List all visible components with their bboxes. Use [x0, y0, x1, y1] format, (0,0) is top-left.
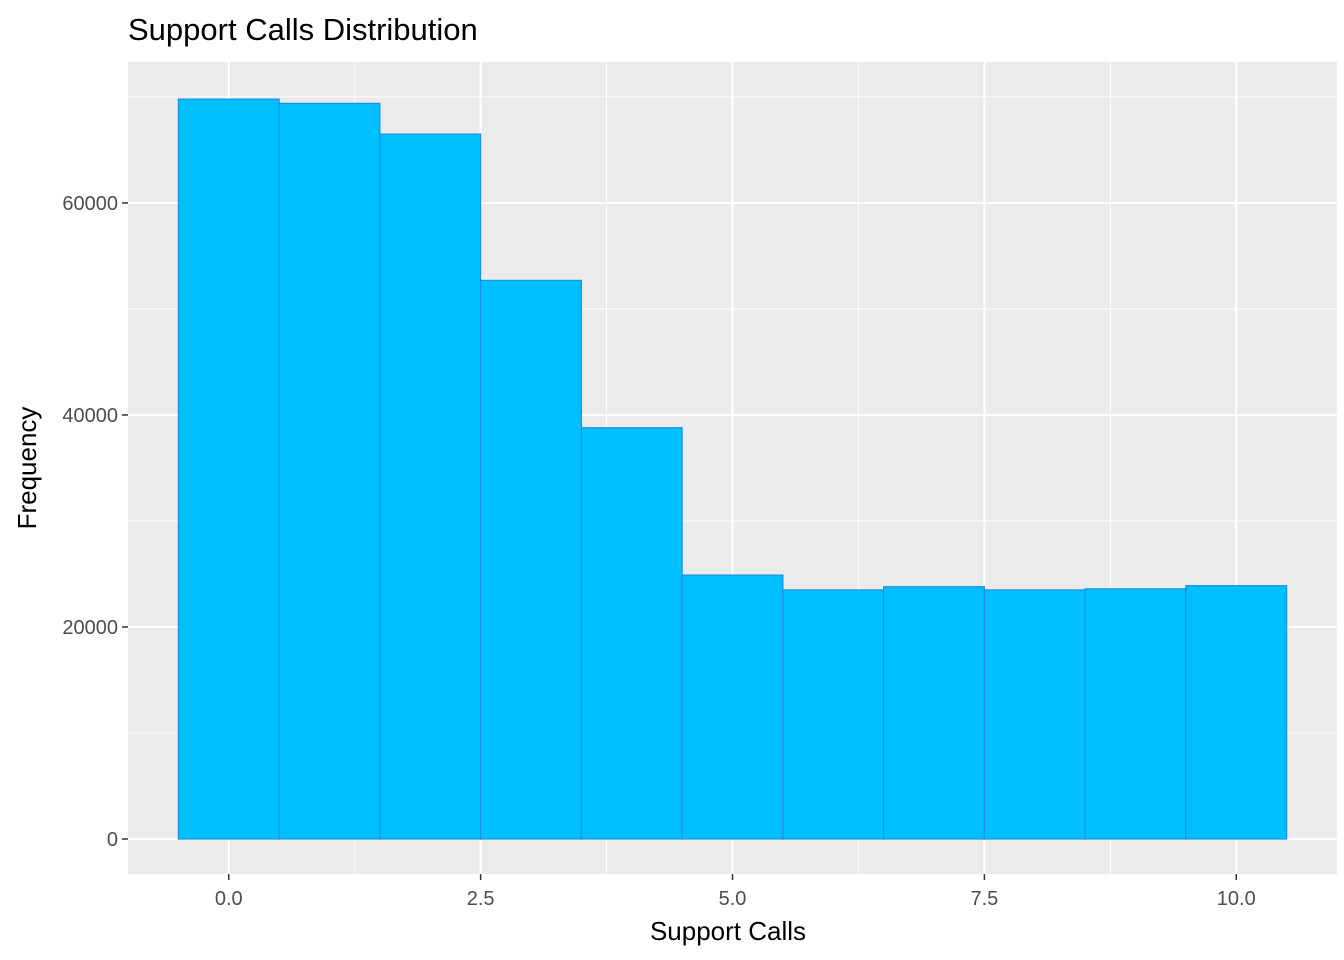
- histogram-bar: [681, 574, 784, 840]
- y-tick-label: 40000: [62, 405, 118, 427]
- y-axis-title: Frequency: [12, 407, 42, 530]
- x-tick-label: 10.0: [1217, 888, 1256, 910]
- y-axis-ticks: 0 20000 40000 60000: [62, 193, 128, 851]
- x-axis-title: Support Calls: [650, 916, 806, 946]
- x-tick-label: 2.5: [467, 888, 495, 910]
- histogram-bar: [278, 102, 381, 840]
- histogram-bar: [480, 279, 582, 840]
- histogram-bar: [1185, 585, 1288, 840]
- x-tick-label: 5.0: [719, 888, 747, 910]
- histogram-bar: [177, 98, 280, 840]
- histogram-bar: [1084, 588, 1187, 840]
- histogram-bar: [782, 589, 885, 840]
- histogram-bar: [983, 589, 1086, 840]
- y-tick-label: 60000: [62, 193, 118, 215]
- y-tick-label: 0: [107, 829, 118, 851]
- x-axis-ticks: 0.0 2.5 5.0 7.5 10.0: [215, 874, 1256, 910]
- chart-title: Support Calls Distribution: [128, 12, 478, 47]
- x-tick-label: 0.0: [215, 888, 243, 910]
- histogram-bar: [379, 133, 482, 840]
- x-tick-label: 7.5: [970, 888, 998, 910]
- y-tick-label: 20000: [62, 617, 118, 639]
- histogram-bars: [177, 98, 1288, 840]
- histogram-bar: [883, 586, 985, 840]
- histogram-bar: [580, 427, 683, 840]
